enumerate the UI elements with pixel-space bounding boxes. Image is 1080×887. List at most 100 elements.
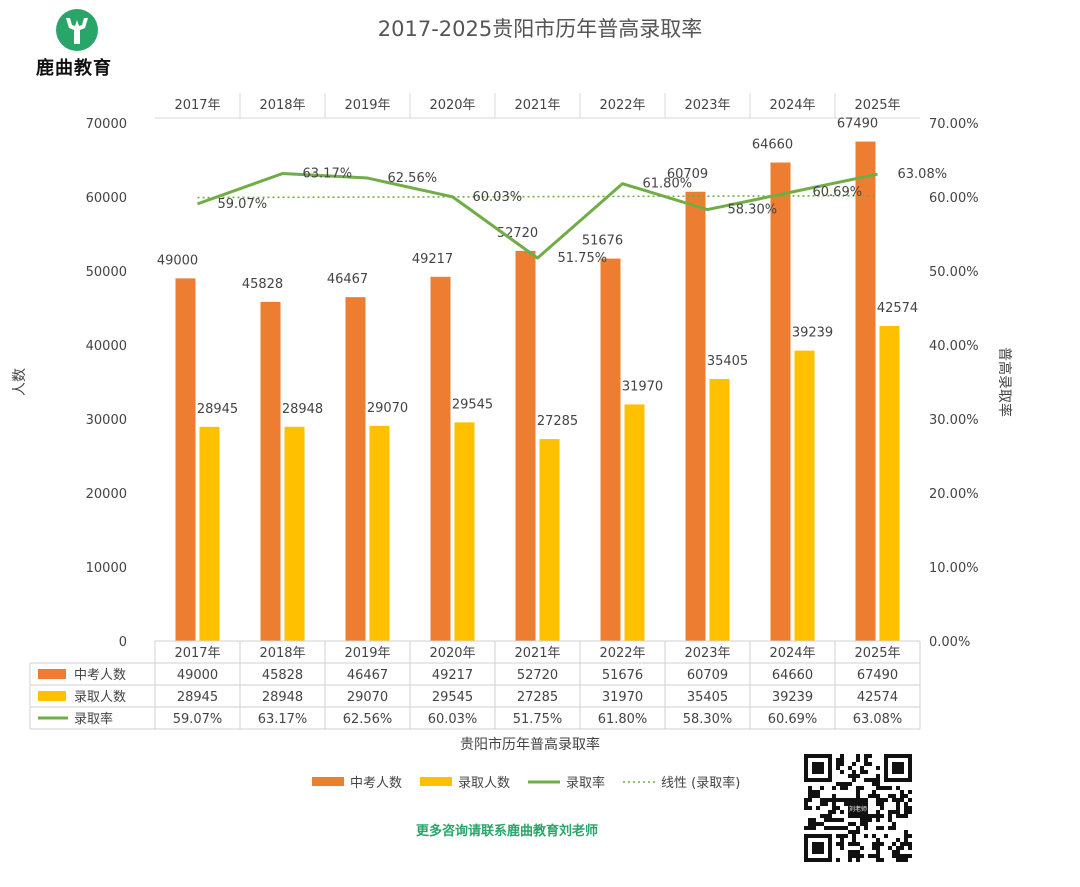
y-tick-label: 20000 — [86, 487, 127, 502]
qr-module — [872, 854, 876, 858]
bar-exam-takers — [770, 162, 791, 642]
bar-exam-takers — [430, 276, 451, 641]
qr-module — [880, 826, 884, 830]
qr-module — [832, 806, 836, 810]
qr-module — [892, 794, 896, 798]
qr-module — [900, 858, 904, 862]
table-category-cell: 2019年 — [344, 646, 390, 661]
qr-module — [864, 822, 868, 826]
qr-module — [832, 818, 836, 822]
bar-admitted — [199, 426, 220, 641]
qr-module — [832, 810, 836, 814]
y-tick-label: 70000 — [86, 117, 127, 132]
qr-module — [856, 790, 860, 794]
y-tick-label: 50000 — [86, 265, 127, 280]
qr-module — [856, 794, 860, 798]
qr-module — [804, 806, 808, 810]
qr-module — [868, 794, 872, 798]
qr-finder — [892, 762, 904, 774]
table-series-name: 中考人数 — [74, 668, 126, 683]
qr-module — [852, 850, 856, 854]
qr-module — [880, 786, 884, 790]
qr-module — [852, 774, 856, 778]
qr-module — [852, 770, 856, 774]
qr-module — [852, 778, 856, 782]
qr-module — [896, 854, 900, 858]
qr-module — [908, 806, 912, 810]
qr-finder — [812, 842, 824, 854]
qr-module — [896, 802, 900, 806]
bar-admitted — [794, 350, 815, 641]
qr-module — [876, 782, 880, 786]
qr-module — [872, 790, 876, 794]
qr-module — [888, 810, 892, 814]
qr-module — [864, 826, 868, 830]
qr-module — [876, 814, 880, 818]
qr-module — [828, 818, 832, 822]
table-value-cell: 28945 — [177, 690, 218, 705]
qr-module — [836, 806, 840, 810]
qr-module — [888, 786, 892, 790]
qr-module — [872, 842, 876, 846]
table-value-cell: 58.30% — [683, 712, 733, 727]
qr-module — [860, 846, 864, 850]
rate-data-label: 63.17% — [303, 167, 353, 182]
y2-tick-label: 30.00% — [929, 413, 979, 428]
bar-data-label: 51676 — [582, 234, 623, 249]
qr-module — [836, 782, 840, 786]
qr-center-label: 刘老师 — [849, 805, 867, 813]
legend-label: 中考人数 — [350, 776, 402, 791]
qr-module — [864, 818, 868, 822]
bar-data-label: 45828 — [242, 277, 283, 292]
qr-module — [820, 786, 824, 790]
qr-module — [908, 834, 912, 838]
qr-module — [896, 850, 900, 854]
top-category-label: 2023年 — [684, 98, 730, 113]
qr-module — [904, 838, 908, 842]
qr-center-badge — [848, 798, 868, 818]
qr-module — [896, 810, 900, 814]
table-value-cell: 67490 — [857, 668, 898, 683]
table-legend-key — [38, 691, 66, 701]
qr-module — [908, 798, 912, 802]
bar-data-label: 49000 — [157, 253, 198, 268]
table-value-cell: 63.08% — [853, 712, 903, 727]
qr-code-icon[interactable]: 刘老师 — [804, 754, 912, 862]
table-value-cell: 60.03% — [428, 712, 478, 727]
table-category-cell: 2022年 — [599, 646, 645, 661]
y2-tick-label: 50.00% — [929, 265, 979, 280]
bar-admitted — [369, 425, 390, 641]
qr-module — [892, 842, 896, 846]
table-value-cell: 31970 — [602, 690, 643, 705]
qr-module — [900, 790, 904, 794]
rate-data-label: 63.08% — [898, 167, 948, 182]
qr-module — [860, 786, 864, 790]
bar-data-label: 31970 — [622, 379, 663, 394]
qr-module — [820, 798, 824, 802]
qr-module — [836, 758, 840, 762]
qr-module — [872, 782, 876, 786]
bar-data-label: 35405 — [707, 354, 748, 369]
table-legend-key — [38, 669, 66, 679]
qr-module — [864, 754, 868, 758]
qr-module — [808, 818, 812, 822]
legend-key — [312, 777, 344, 786]
top-category-label: 2020年 — [429, 98, 475, 113]
qr-module — [876, 802, 880, 806]
bar-exam-takers — [175, 278, 196, 641]
qr-module — [804, 798, 808, 802]
qr-module — [832, 786, 836, 790]
qr-module — [820, 802, 824, 806]
qr-module — [892, 826, 896, 830]
qr-module — [808, 826, 812, 830]
qr-module — [824, 798, 828, 802]
y-tick-label: 0 — [119, 635, 127, 650]
table-value-cell: 51.75% — [513, 712, 563, 727]
qr-module — [864, 762, 868, 766]
qr-module — [904, 806, 908, 810]
rate-data-label: 60.69% — [813, 185, 863, 200]
qr-module — [872, 846, 876, 850]
qr-module — [876, 826, 880, 830]
table-series-name: 录取人数 — [74, 690, 126, 705]
qr-module — [828, 810, 832, 814]
